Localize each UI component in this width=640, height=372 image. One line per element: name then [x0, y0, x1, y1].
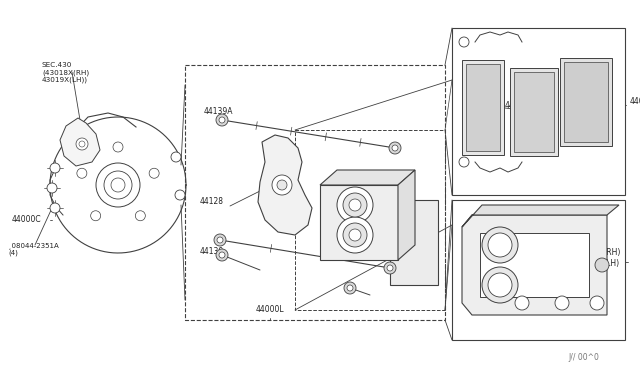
Circle shape	[343, 223, 367, 247]
Circle shape	[47, 183, 57, 193]
Circle shape	[349, 229, 361, 241]
Polygon shape	[258, 135, 312, 235]
Polygon shape	[462, 205, 619, 227]
Circle shape	[171, 152, 181, 162]
Circle shape	[104, 171, 132, 199]
Text: 44000C: 44000C	[12, 215, 42, 224]
Circle shape	[113, 142, 123, 152]
Polygon shape	[320, 185, 398, 260]
Circle shape	[216, 114, 228, 126]
Circle shape	[392, 145, 398, 151]
Polygon shape	[462, 215, 607, 315]
Circle shape	[277, 180, 287, 190]
Circle shape	[555, 296, 569, 310]
Circle shape	[217, 237, 223, 243]
Bar	[452, 28, 625, 195]
Circle shape	[595, 258, 609, 272]
Text: 44001(RH)
44011(LH): 44001(RH) 44011(LH)	[580, 248, 621, 268]
Circle shape	[515, 296, 529, 310]
Bar	[295, 130, 445, 310]
Text: J// 00^0: J// 00^0	[568, 353, 599, 362]
Text: ¸08044-2351A
(4): ¸08044-2351A (4)	[8, 242, 59, 256]
Text: 44000L: 44000L	[256, 305, 284, 314]
Circle shape	[111, 178, 125, 192]
Text: 44122: 44122	[350, 183, 374, 192]
Circle shape	[76, 138, 88, 150]
Text: SEC.430
(43018X(RH)
43019X(LH)): SEC.430 (43018X(RH) 43019X(LH))	[42, 62, 89, 83]
Bar	[452, 200, 625, 340]
Text: 44128: 44128	[200, 198, 224, 206]
Circle shape	[219, 117, 225, 123]
Circle shape	[337, 217, 373, 253]
Circle shape	[50, 203, 60, 213]
Circle shape	[387, 265, 393, 271]
Circle shape	[459, 37, 469, 47]
Circle shape	[488, 273, 512, 297]
Circle shape	[214, 234, 226, 246]
Circle shape	[175, 190, 185, 200]
Polygon shape	[462, 60, 504, 155]
Circle shape	[384, 262, 396, 274]
Circle shape	[482, 267, 518, 303]
Polygon shape	[510, 68, 558, 156]
Circle shape	[272, 175, 292, 195]
Circle shape	[482, 227, 518, 263]
Circle shape	[337, 187, 373, 223]
Circle shape	[459, 157, 469, 167]
Polygon shape	[514, 72, 554, 152]
Text: 44000K: 44000K	[505, 100, 534, 109]
Text: 44139: 44139	[200, 247, 224, 257]
Polygon shape	[60, 118, 100, 166]
Circle shape	[219, 252, 225, 258]
Polygon shape	[480, 233, 589, 297]
Circle shape	[389, 142, 401, 154]
Polygon shape	[398, 170, 415, 260]
Circle shape	[135, 211, 145, 221]
Text: 44139A: 44139A	[204, 108, 234, 116]
Bar	[185, 65, 445, 320]
Circle shape	[349, 199, 361, 211]
Circle shape	[77, 168, 87, 178]
Circle shape	[216, 249, 228, 261]
Circle shape	[50, 163, 60, 173]
Polygon shape	[390, 200, 438, 285]
Polygon shape	[466, 64, 500, 151]
Circle shape	[343, 193, 367, 217]
Polygon shape	[320, 170, 415, 185]
Circle shape	[79, 141, 85, 147]
Circle shape	[347, 285, 353, 291]
Polygon shape	[560, 58, 612, 146]
Circle shape	[590, 296, 604, 310]
Circle shape	[91, 211, 100, 221]
Circle shape	[488, 233, 512, 257]
Text: 44060K: 44060K	[630, 97, 640, 106]
Circle shape	[96, 163, 140, 207]
Polygon shape	[564, 62, 608, 142]
Circle shape	[344, 282, 356, 294]
Circle shape	[149, 168, 159, 178]
